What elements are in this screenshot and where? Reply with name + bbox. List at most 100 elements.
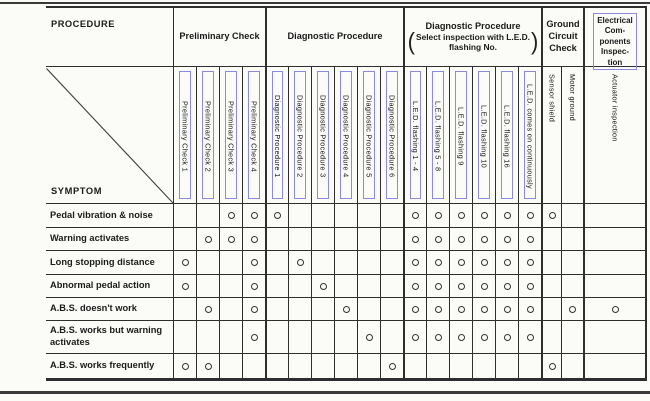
applicability-mark (412, 282, 419, 290)
group-label-line1: Ground (546, 19, 580, 30)
applicability-mark (434, 305, 442, 313)
cell-a-b-s-works-frequently--diagnostic-procedure-3 (311, 354, 334, 378)
column-header-l-e-d-flashing-9: L.E.D. flashing 9 (449, 67, 472, 204)
applicability-mark (250, 212, 258, 219)
page-bottom-rule (0, 391, 650, 394)
cell-pedal-vibration-noise--diagnostic-procedure-4 (334, 204, 357, 228)
cell-warning-activates--sensor-shield (541, 228, 561, 251)
cell-a-b-s-works-but-warning-activates--diagnostic-procedure-2 (288, 321, 311, 354)
cell-warning-activates--motor-ground (561, 228, 583, 251)
link-annotation-diagnostic-procedure-6[interactable]: Diagnostic Procedure 6 (386, 71, 398, 199)
applicability-mark (250, 259, 258, 266)
column-header-diagnostic-procedure-2: Diagnostic Procedure 2 (288, 67, 311, 204)
cell-abnormal-pedal-action--motor-ground (561, 275, 583, 298)
cell-long-stopping-distance--preliminary-check-3 (219, 251, 242, 275)
applicability-mark (548, 212, 556, 219)
applicability-mark (526, 305, 534, 313)
cell-abnormal-pedal-action--l-e-d-flashing-1-4 (403, 275, 426, 298)
column-header-preliminary-check-4: Preliminary Check 4 (242, 67, 265, 204)
symptom-row-label-a-b-s-doesn-t-work: A.B.S. doesn't work (46, 298, 173, 321)
cell-pedal-vibration-noise--actuator-inspection (583, 204, 645, 228)
cell-a-b-s-works-but-warning-activates--diagnostic-procedure-3 (311, 321, 334, 354)
cell-abnormal-pedal-action--sensor-shield (541, 275, 561, 298)
cell-pedal-vibration-noise--sensor-shield (541, 204, 561, 228)
group-subtitle-line2: flashing No. (449, 42, 497, 53)
cell-a-b-s-doesn-t-work--preliminary-check-3 (219, 298, 242, 321)
cell-abnormal-pedal-action--diagnostic-procedure-3 (311, 275, 334, 298)
link-annotation-l-e-d-flashing-10[interactable]: L.E.D. flashing 10 (478, 71, 490, 199)
cell-warning-activates--diagnostic-procedure-2 (288, 228, 311, 251)
cell-abnormal-pedal-action--preliminary-check-4 (242, 275, 265, 298)
group-subtitle: ( Select inspection with L.E.D. flashing… (407, 30, 540, 54)
link-annotation-l-e-d-flashing-5-8[interactable]: L.E.D. flashing 5 - 8 (432, 71, 444, 199)
cell-pedal-vibration-noise--diagnostic-procedure-6 (380, 204, 403, 228)
cell-abnormal-pedal-action--diagnostic-procedure-5 (357, 275, 380, 298)
electrical-header-link-box[interactable]: Electrical Com- ponents Inspec- tion (593, 13, 637, 70)
column-header-l-e-d-flashing-10: L.E.D. flashing 10 (472, 67, 495, 204)
cell-a-b-s-works-but-warning-activates--l-e-d-flashing-10 (472, 321, 495, 354)
group-subtitle-line1: Select inspection with L.E.D. (415, 31, 530, 42)
link-annotation-diagnostic-procedure-4[interactable]: Diagnostic Procedure 4 (340, 71, 352, 199)
link-annotation-diagnostic-procedure-5[interactable]: Diagnostic Procedure 5 (363, 71, 375, 199)
cell-long-stopping-distance--diagnostic-procedure-3 (311, 251, 334, 275)
symptom-row-label-pedal-vibration-noise: Pedal vibration & noise (46, 204, 173, 228)
symptom-row-label-warning-activates: Warning activates (46, 228, 173, 251)
cell-warning-activates--preliminary-check-2 (196, 228, 219, 251)
cell-a-b-s-doesn-t-work--diagnostic-procedure-1 (265, 298, 288, 321)
column-header-preliminary-check-3: Preliminary Check 3 (219, 67, 242, 204)
link-annotation-l-e-d-flashing-9[interactable]: L.E.D. flashing 9 (455, 71, 467, 199)
cell-abnormal-pedal-action--diagnostic-procedure-6 (380, 275, 403, 298)
cell-warning-activates--diagnostic-procedure-4 (334, 228, 357, 251)
link-annotation-l-e-d-flashing-16[interactable]: L.E.D. flashing 16 (501, 71, 513, 199)
cell-a-b-s-works-but-warning-activates--actuator-inspection (583, 321, 645, 354)
group-header-led-diagnostic-procedure: Diagnostic Procedure ( Select inspection… (403, 8, 541, 67)
column-header-preliminary-check-2: Preliminary Check 2 (196, 67, 219, 204)
applicability-mark (181, 259, 189, 266)
applicability-mark (457, 282, 465, 290)
column-label: L.E.D. flashing 1 - 4 (411, 100, 421, 172)
applicability-mark (181, 362, 189, 370)
applicability-mark (480, 282, 488, 290)
link-annotation-diagnostic-procedure-3[interactable]: Diagnostic Procedure 3 (317, 71, 329, 199)
cell-a-b-s-works-frequently--motor-ground (561, 354, 583, 378)
link-annotation-l-e-d-flashing-1-4[interactable]: L.E.D. flashing 1 - 4 (409, 71, 422, 199)
link-annotation-preliminary-check-4[interactable]: Preliminary Check 4 (248, 71, 260, 199)
cell-pedal-vibration-noise--diagnostic-procedure-3 (311, 204, 334, 228)
cell-a-b-s-doesn-t-work--preliminary-check-4 (242, 298, 265, 321)
column-label: Preliminary Check 3 (226, 100, 236, 172)
group-label-line3: ponents (599, 36, 631, 46)
applicability-mark (204, 362, 212, 370)
applicability-mark (204, 305, 212, 313)
applicability-mark (611, 305, 619, 313)
cell-abnormal-pedal-action--diagnostic-procedure-4 (334, 275, 357, 298)
link-annotation-diagnostic-procedure-1[interactable]: Diagnostic Procedure 1 (271, 71, 284, 199)
cell-a-b-s-doesn-t-work--l-e-d-flashing-16 (495, 298, 518, 321)
applicability-mark (457, 259, 465, 266)
link-annotation-preliminary-check-3[interactable]: Preliminary Check 3 (225, 71, 237, 199)
group-label-line3: Check (549, 42, 577, 53)
column-header-preliminary-check-1: Preliminary Check 1 (173, 67, 196, 204)
cell-a-b-s-works-frequently--diagnostic-procedure-5 (357, 354, 380, 378)
cell-a-b-s-works-but-warning-activates--l-e-d-flashing-5-8 (426, 321, 449, 354)
cell-a-b-s-works-but-warning-activates--diagnostic-procedure-1 (265, 321, 288, 354)
link-annotation-diagnostic-procedure-2[interactable]: Diagnostic Procedure 2 (294, 71, 306, 199)
applicability-mark (548, 362, 556, 370)
column-label: Diagnostic Procedure 1 (273, 94, 283, 178)
cell-long-stopping-distance--l-e-d-flashing-9 (449, 251, 472, 275)
link-annotation-preliminary-check-2[interactable]: Preliminary Check 2 (202, 71, 214, 199)
link-annotation-l-e-d-comes-on-continuously[interactable]: L.E.D. comes on continuously (524, 71, 536, 199)
cell-long-stopping-distance--l-e-d-flashing-1-4 (403, 251, 426, 275)
procedure-label: PROCEDURE (51, 19, 115, 29)
cell-a-b-s-works-frequently--preliminary-check-2 (196, 354, 219, 378)
cell-abnormal-pedal-action--diagnostic-procedure-2 (288, 275, 311, 298)
applicability-mark (503, 333, 511, 341)
cell-a-b-s-doesn-t-work--sensor-shield (541, 298, 561, 321)
cell-warning-activates--actuator-inspection (583, 228, 645, 251)
cell-pedal-vibration-noise--diagnostic-procedure-2 (288, 204, 311, 228)
cell-pedal-vibration-noise--diagnostic-procedure-5 (357, 204, 380, 228)
cell-warning-activates--l-e-d-flashing-5-8 (426, 228, 449, 251)
link-annotation-preliminary-check-1[interactable]: Preliminary Check 1 (179, 71, 191, 199)
column-label: Sensor shield (547, 74, 557, 123)
cell-abnormal-pedal-action--l-e-d-flashing-9 (449, 275, 472, 298)
group-label-line2: Circuit (548, 31, 578, 42)
